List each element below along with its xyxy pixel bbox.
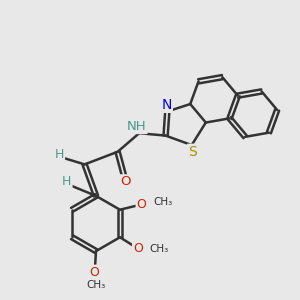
Text: S: S <box>188 145 197 159</box>
Text: O: O <box>90 266 99 279</box>
Text: CH₃: CH₃ <box>153 197 172 207</box>
Text: N: N <box>161 98 172 112</box>
Text: NH: NH <box>127 120 147 133</box>
Text: CH₃: CH₃ <box>149 244 169 254</box>
Text: O: O <box>120 175 131 188</box>
Text: H: H <box>62 175 72 188</box>
Text: CH₃: CH₃ <box>86 280 105 290</box>
Text: H: H <box>55 148 64 161</box>
Text: O: O <box>133 242 143 255</box>
Text: O: O <box>136 198 146 211</box>
